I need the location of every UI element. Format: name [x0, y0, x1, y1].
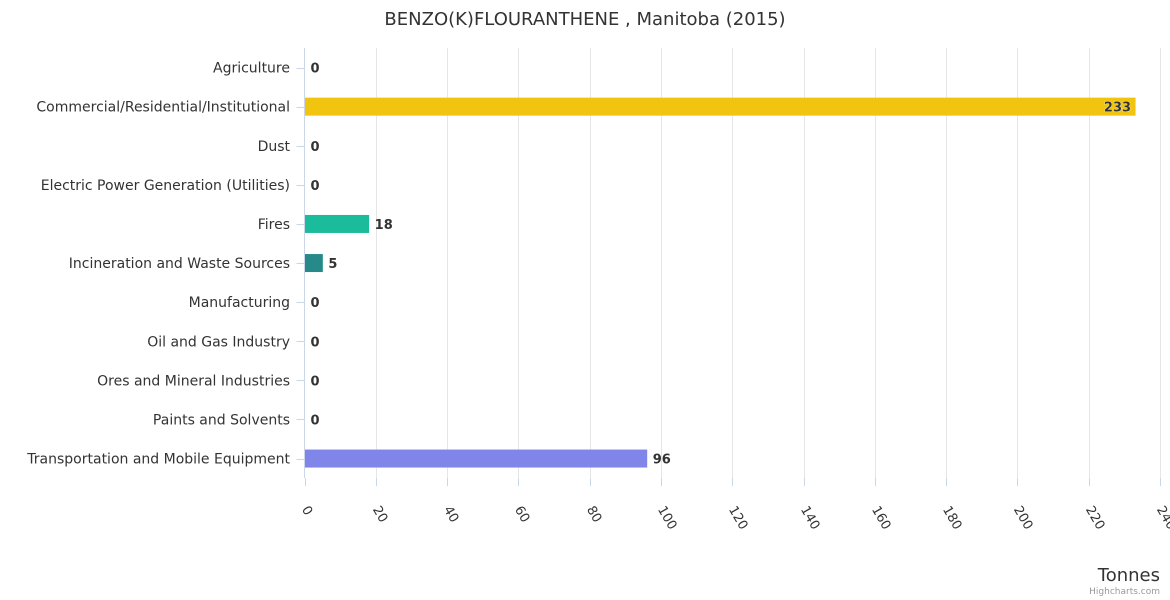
category-label: Oil and Gas Industry [147, 334, 290, 350]
tick-label: 220 [1082, 504, 1107, 533]
data-label: 0 [311, 413, 320, 428]
tick-label: 160 [868, 504, 893, 533]
category-label: Ores and Mineral Industries [97, 373, 290, 389]
bar[interactable] [305, 449, 648, 468]
tick-label: 180 [939, 504, 964, 533]
tick-label: 0 [298, 504, 315, 519]
tick-label: 200 [1010, 504, 1035, 533]
data-label: 5 [328, 257, 337, 272]
category-label: Electric Power Generation (Utilities) [41, 178, 290, 194]
bar[interactable] [305, 254, 323, 273]
category-label: Commercial/Residential/Institutional [36, 100, 290, 116]
category-label: Dust [258, 139, 291, 155]
category-label: Transportation and Mobile Equipment [26, 452, 290, 468]
data-label: 0 [311, 179, 320, 194]
data-label: 0 [311, 374, 320, 389]
bar[interactable] [305, 97, 1136, 116]
category-label: Manufacturing [189, 295, 290, 311]
category-label: Fires [258, 217, 290, 233]
chart-credits[interactable]: Highcharts.com [1089, 587, 1160, 597]
category-label: Paints and Solvents [153, 412, 290, 428]
bar[interactable] [305, 214, 370, 233]
tick-label: 40 [440, 504, 461, 526]
data-label: 96 [653, 453, 671, 468]
value-axis-title: Tonnes [1097, 565, 1160, 586]
data-label: 0 [311, 62, 320, 77]
data-label: 233 [1104, 101, 1131, 116]
value-axis-ticks: 0 20 40 60 80 100 120 140 160 180 200 220 240 [298, 478, 1170, 533]
data-label: 18 [375, 218, 393, 233]
bars-layer: 0 233 0 0 18 5 0 0 0 0 96 [305, 62, 1136, 468]
tick-label: 240 [1153, 504, 1170, 533]
tick-label: 20 [369, 504, 390, 526]
tick-label: 140 [797, 504, 822, 533]
category-label: Incineration and Waste Sources [69, 256, 290, 272]
grid-layer [376, 48, 1161, 479]
category-labels: Agriculture Commercial/Residential/Instit… [26, 61, 305, 468]
tick-label: 80 [583, 504, 604, 526]
data-label: 0 [311, 140, 320, 155]
data-label: 0 [311, 335, 320, 350]
tick-label: 120 [725, 504, 750, 533]
chart-title: BENZO(K)FLOURANTHENE , Manitoba (2015) [384, 9, 785, 30]
data-label: 0 [311, 296, 320, 311]
category-label: Agriculture [213, 61, 290, 77]
tick-label: 100 [654, 504, 679, 533]
tick-label: 60 [511, 504, 532, 526]
